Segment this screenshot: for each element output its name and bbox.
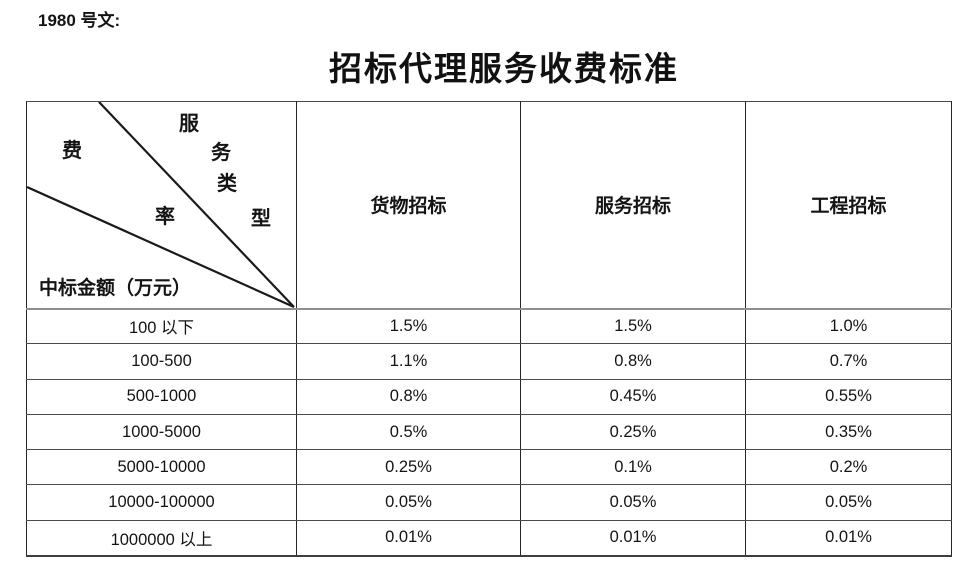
rate-cell: 0.8% [520,343,746,380]
rate-cell: 0.05% [745,484,952,521]
rate-cell: 1.5% [520,307,746,345]
rate-cell: 1.0% [745,307,952,345]
rate-cell: 0.25% [296,449,521,486]
amount-range-cell: 5000-10000 [26,449,297,486]
diagonal-header-cell: 服 务 类 型 费 率 中标金额（万元） [26,101,297,310]
column-header-project-tender: 工程招标 [745,101,952,310]
table-header-row: 服 务 类 型 费 率 中标金额（万元） 货物招标 服务招标 工程招标 [26,101,952,310]
column-header-goods-tender: 货物招标 [296,101,521,310]
rate-cell: 0.35% [745,413,952,451]
rate-cell: 0.2% [745,449,952,486]
amount-range-cell: 1000-5000 [26,413,297,451]
column-header-service-tender: 服务招标 [520,101,746,310]
amount-range-cell: 500-1000 [26,378,297,415]
service-type-label-char: 服 [179,113,199,135]
table-row: 1000-5000 0.5% 0.25% 0.35% [26,413,952,451]
table-row: 100-500 1.1% 0.8% 0.7% [26,343,952,380]
rate-cell: 0.1% [520,449,746,486]
amount-range-cell: 1000000 以上 [26,519,297,557]
table-row: 1000000 以上 0.01% 0.01% 0.01% [26,519,952,557]
table-row: 100 以下 1.5% 1.5% 1.0% [26,307,952,345]
rate-cell: 1.5% [296,307,521,345]
rate-cell: 0.01% [520,519,746,557]
document-ref-number: 1980 号文: [38,11,121,30]
service-type-label-char: 型 [251,208,271,230]
rate-cell: 0.55% [745,378,952,415]
rate-cell: 0.45% [520,378,746,415]
rate-cell: 0.8% [296,378,521,415]
table-row: 500-1000 0.8% 0.45% 0.55% [26,378,952,415]
service-type-label-char: 类 [217,173,237,195]
diagonal-divider-lines [27,102,295,308]
rate-cell: 0.05% [520,484,746,521]
rate-cell: 0.5% [296,413,521,451]
table-row: 10000-100000 0.05% 0.05% 0.05% [26,484,952,521]
rate-cell: 1.1% [296,343,521,380]
winning-amount-label: 中标金额（万元） [39,278,192,299]
rate-cell: 0.01% [296,519,521,557]
service-type-label-char: 务 [211,142,231,164]
fee-standard-table: 服 务 类 型 费 率 中标金额（万元） 货物招标 服务招标 工程招标 100 … [26,101,952,557]
rate-cell: 0.05% [296,484,521,521]
diagonal-header-content: 服 务 类 型 费 率 中标金额（万元） [27,102,296,308]
amount-range-cell: 100 以下 [26,307,297,345]
page-title: 招标代理服务收费标准 [329,52,679,88]
amount-range-cell: 10000-100000 [26,484,297,521]
rate-cell: 0.25% [520,413,746,451]
rate-cell: 0.7% [745,343,952,380]
fee-rate-label-char: 费 [62,140,82,162]
fee-rate-label-char: 率 [155,206,175,228]
rate-cell: 0.01% [745,519,952,557]
table-row: 5000-10000 0.25% 0.1% 0.2% [26,449,952,486]
amount-range-cell: 100-500 [26,343,297,380]
